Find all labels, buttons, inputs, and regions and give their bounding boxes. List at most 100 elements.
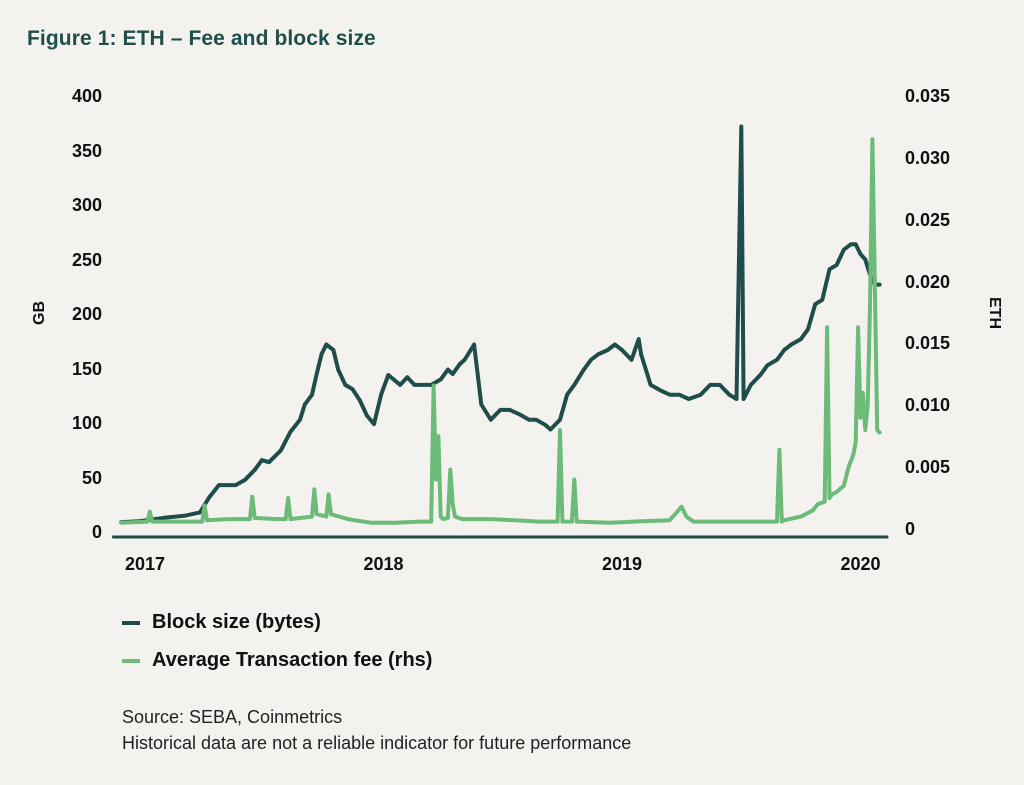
data-point-block-size [629, 358, 634, 362]
data-point-fee [875, 428, 879, 432]
data-point-block-size [765, 363, 770, 368]
data-point-block-size [243, 477, 247, 482]
data-point-fee [777, 448, 782, 452]
data-point-fee [684, 514, 689, 519]
data-point-fee [865, 403, 870, 408]
legend-swatch-fee [122, 658, 140, 663]
data-point-block-size [605, 348, 610, 352]
data-point-block-size [217, 483, 221, 487]
y-tick-label-left: 200 [71, 304, 102, 324]
data-point-block-size [183, 513, 188, 518]
data-point-fee [560, 519, 565, 524]
data-point-block-size [458, 362, 462, 366]
data-point-fee [751, 519, 755, 524]
data-point-fee [324, 514, 329, 519]
data-point-block-size [639, 352, 643, 357]
data-point-block-size [543, 423, 548, 428]
data-point-block-size [398, 383, 403, 387]
y-tick-label-right: 0.015 [905, 333, 951, 354]
data-point-block-size [252, 468, 257, 472]
data-point-fee [448, 467, 453, 472]
data-point-fee [830, 492, 834, 497]
data-point-block-size [279, 448, 283, 453]
data-point-block-size [636, 337, 641, 341]
y-tick-label-right: 0.035 [905, 86, 951, 106]
data-point-fee [205, 518, 209, 523]
data-point-block-size [648, 383, 653, 387]
y-tick-label-left: 0 [91, 522, 102, 542]
y-axis-left-label: GB [31, 301, 48, 325]
data-point-fee [632, 519, 636, 524]
data-point-block-size [357, 398, 362, 402]
y-tick-label-right: 0.020 [905, 271, 951, 292]
y-tick-label-left: 400 [71, 86, 102, 106]
data-point-fee [858, 415, 863, 420]
data-point-block-size [350, 387, 355, 392]
data-point-fee [286, 496, 290, 500]
data-point-fee [200, 519, 204, 524]
data-point-fee [417, 519, 422, 524]
data-point-fee [438, 514, 443, 519]
data-point-block-size [462, 358, 467, 362]
legend-item-block-size: Block size (bytes) [122, 611, 321, 634]
data-point-block-size [834, 263, 839, 267]
data-point-fee [369, 521, 374, 525]
data-point-block-size [198, 510, 202, 515]
data-point-block-size [419, 383, 424, 387]
data-point-fee [512, 518, 517, 523]
data-point-block-size [853, 242, 858, 246]
x-tick-label: 2018 [363, 554, 404, 574]
data-point-block-size [438, 377, 443, 382]
data-point-fee [252, 516, 257, 520]
data-point-block-size [343, 383, 348, 387]
data-point-fee [572, 477, 577, 482]
data-point-block-size [708, 383, 712, 387]
data-point-fee [851, 453, 856, 457]
data-point-block-size [558, 417, 562, 422]
data-point-block-size [260, 458, 264, 462]
data-point-fee [312, 487, 317, 492]
data-point-fee [853, 440, 858, 445]
data-point-fee [570, 519, 574, 524]
data-point-fee [608, 521, 612, 525]
legend-swatch-block-size [122, 620, 140, 625]
data-point-block-size [517, 412, 522, 417]
data-point-fee [799, 514, 803, 519]
disclaimer-note: Historical data are not a reliable indic… [122, 733, 632, 753]
data-point-fee [822, 500, 827, 504]
data-point-block-size [687, 397, 691, 401]
data-point-block-size [842, 247, 846, 252]
data-point-block-size [799, 337, 803, 341]
data-point-fee [815, 502, 820, 507]
data-point-fee [555, 519, 560, 524]
data-point-block-size [589, 358, 593, 362]
data-point-block-size [718, 383, 722, 387]
data-point-fee [574, 519, 579, 524]
x-tick-label: 2019 [601, 554, 643, 574]
data-point-block-size [331, 348, 336, 352]
data-point-block-size [548, 427, 553, 432]
data-point-block-size [324, 342, 329, 347]
data-point-fee [250, 495, 255, 499]
data-point-block-size [827, 267, 832, 272]
series-line-block-size [119, 124, 882, 525]
data-point-block-size [789, 342, 794, 347]
data-point-block-size [806, 327, 810, 332]
data-point-block-size [727, 392, 732, 397]
y-tick-label-right: 0.005 [905, 457, 951, 478]
data-point-fee [450, 502, 455, 507]
data-point-block-size [565, 392, 569, 397]
data-point-block-size [658, 388, 662, 393]
y-tick-label-left: 300 [71, 195, 102, 215]
data-point-fee [873, 279, 877, 284]
data-point-fee [288, 517, 293, 521]
data-point-block-size [479, 402, 484, 407]
data-point-fee [446, 516, 450, 520]
data-point-fee [827, 496, 832, 500]
data-point-block-size [319, 352, 324, 357]
data-point-fee [345, 517, 350, 521]
y-tick-label-right: 0.030 [905, 147, 951, 168]
data-point-fee [863, 428, 868, 432]
data-point-block-size [620, 348, 624, 352]
data-point-fee [314, 512, 319, 516]
